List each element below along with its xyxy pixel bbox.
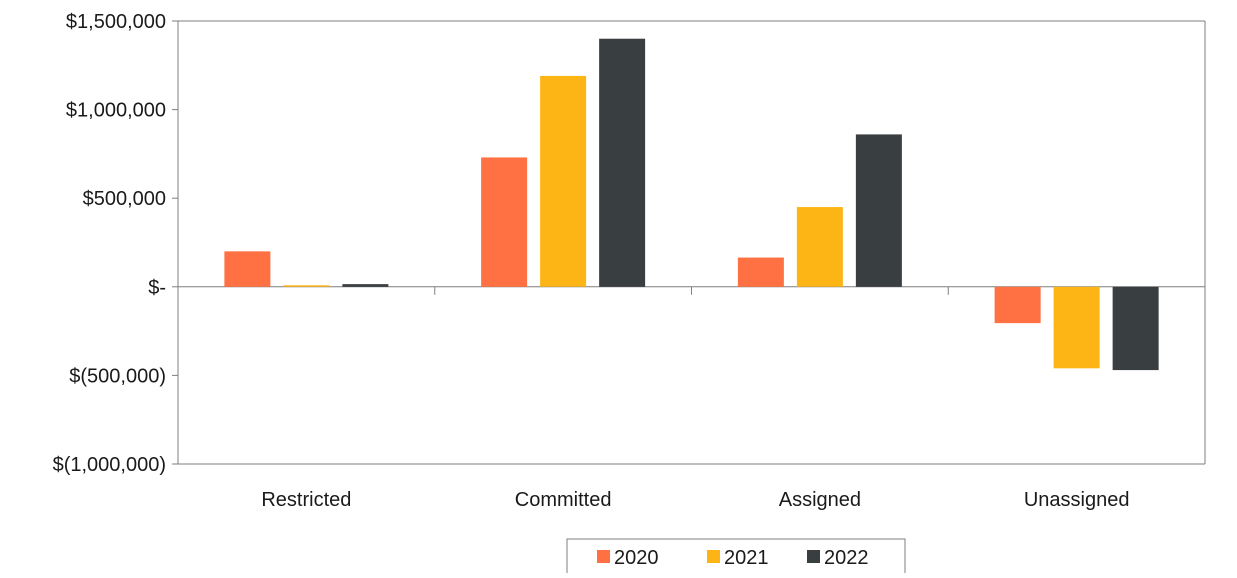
legend: 2020 2021 2022 bbox=[566, 538, 906, 578]
x-tick-labels: Restricted Committed Assigned Unassigned bbox=[261, 489, 1129, 511]
bar-assigned-2022 bbox=[855, 134, 902, 287]
x-tick-label-unassigned: Unassigned bbox=[1024, 489, 1130, 511]
bar-restricted-2022 bbox=[342, 284, 389, 287]
bar-assigned-2021 bbox=[796, 207, 843, 287]
y-tick-label: $1,500,000 bbox=[66, 11, 166, 33]
x-tick-label-committed: Committed bbox=[515, 489, 612, 511]
y-tick-label: $(1,000,000) bbox=[53, 454, 166, 476]
bar-committed-2020 bbox=[481, 157, 528, 287]
bar-unassigned-2020 bbox=[994, 286, 1041, 324]
legend-box bbox=[566, 538, 906, 578]
y-tick-labels: $1,500,000 $1,000,000 $500,000 $- $(500,000)… bbox=[53, 11, 166, 476]
bar-restricted-2020 bbox=[224, 251, 271, 287]
x-tick-label-restricted: Restricted bbox=[261, 489, 351, 511]
bar-assigned-2020 bbox=[737, 257, 784, 287]
legend-label-2020: 2020 bbox=[614, 547, 659, 569]
bar-restricted-2021 bbox=[283, 285, 330, 287]
x-tick-label-assigned: Assigned bbox=[779, 489, 861, 511]
legend-label-2022: 2022 bbox=[824, 547, 869, 569]
bar-unassigned-2022 bbox=[1112, 286, 1159, 371]
legend-swatch-2022 bbox=[807, 550, 820, 563]
bar-committed-2021 bbox=[540, 75, 587, 287]
y-tick-label: $- bbox=[148, 277, 166, 299]
legend-label-2021: 2021 bbox=[724, 547, 769, 569]
bar-committed-2022 bbox=[599, 38, 646, 287]
legend-swatch-2020 bbox=[597, 550, 610, 563]
bars bbox=[224, 38, 1159, 371]
y-tick-label: $(500,000) bbox=[69, 365, 166, 387]
bar-unassigned-2021 bbox=[1053, 286, 1100, 369]
y-tick-label: $1,000,000 bbox=[66, 100, 166, 122]
axes bbox=[172, 20, 1206, 465]
y-tick-label: $500,000 bbox=[83, 188, 166, 210]
legend-swatch-2021 bbox=[707, 550, 720, 563]
